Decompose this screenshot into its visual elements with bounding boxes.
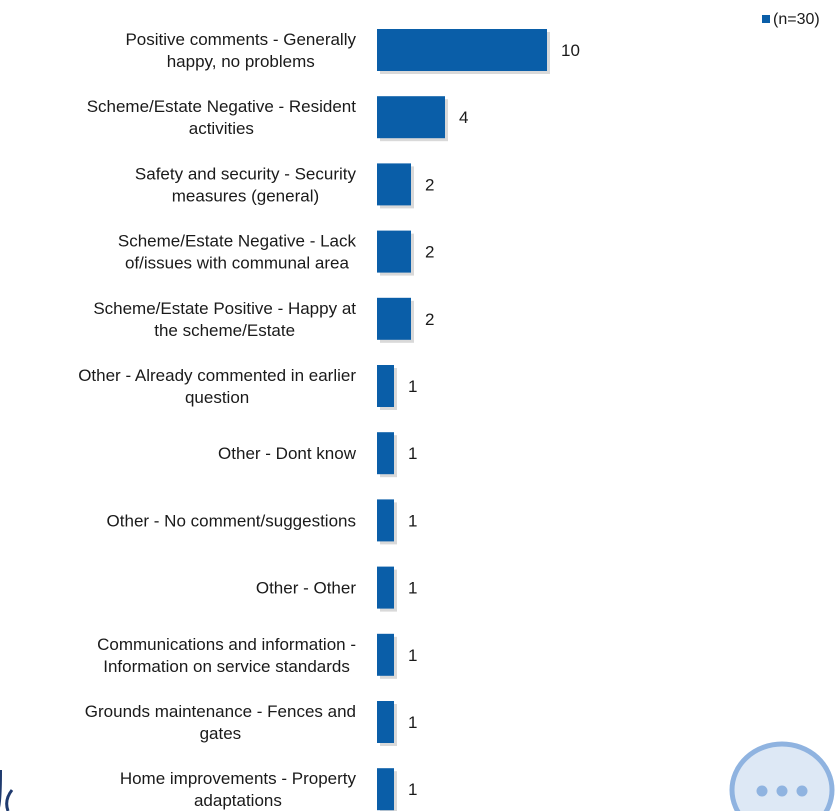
data-label: 10	[561, 41, 580, 60]
category-label: Scheme/Estate Negative - Lack of/issues w…	[118, 232, 357, 273]
category-label: Other - No comment/suggestions	[107, 511, 356, 530]
value-labels-group: 10 4 2 2 2 1 1 1 1 1 1 1	[408, 41, 580, 799]
category-label: Other - Other	[256, 579, 356, 598]
category-label: Scheme/Estate Negative - Resident activit…	[87, 97, 357, 138]
speech-bubble-icon	[729, 741, 835, 811]
data-label: 1	[408, 511, 417, 530]
bar	[377, 297, 411, 340]
data-label: 4	[459, 108, 468, 127]
bar	[377, 701, 394, 743]
bar	[377, 499, 394, 542]
data-label: 2	[425, 310, 434, 329]
bar	[377, 230, 411, 273]
bar	[377, 29, 547, 71]
bar	[377, 768, 394, 811]
category-label: Other - Already commented in earlier ques…	[78, 366, 356, 407]
category-labels-group: Positive comments - Generally happy, no p…	[78, 30, 357, 810]
data-label: 2	[425, 175, 434, 194]
legend: (n=30)	[762, 11, 820, 28]
legend-label: (n=30)	[773, 11, 820, 28]
bar	[377, 163, 411, 206]
category-label: Other - Dont know	[218, 444, 357, 463]
category-label: Positive comments - Generally happy, no p…	[125, 30, 356, 71]
corner-border-decoration-inner	[5, 789, 14, 811]
category-label: Safety and security - Security measures (…	[135, 164, 357, 205]
bar	[377, 365, 394, 407]
bubble-dot	[776, 785, 788, 797]
data-label: 1	[408, 377, 417, 396]
legend-swatch	[762, 15, 770, 23]
bar	[377, 633, 394, 676]
bar	[377, 432, 394, 475]
bubble-dot	[796, 785, 808, 797]
data-label: 1	[408, 780, 417, 799]
data-label: 1	[408, 646, 417, 665]
bar	[377, 96, 445, 139]
category-label: Scheme/Estate Positive - Happy at the sch…	[93, 299, 356, 340]
bars-group	[377, 29, 550, 811]
decorations	[0, 741, 835, 811]
data-label: 2	[425, 243, 434, 262]
data-label: 1	[408, 713, 417, 732]
bar	[377, 566, 394, 609]
data-label: 1	[408, 579, 417, 598]
category-label: Grounds maintenance - Fences and gates	[85, 702, 356, 743]
category-label: Home improvements - Property adaptations	[120, 769, 357, 810]
data-label: 1	[408, 444, 417, 463]
category-label: Communications and information -Informat…	[97, 635, 356, 676]
bubble-dot	[756, 785, 768, 797]
